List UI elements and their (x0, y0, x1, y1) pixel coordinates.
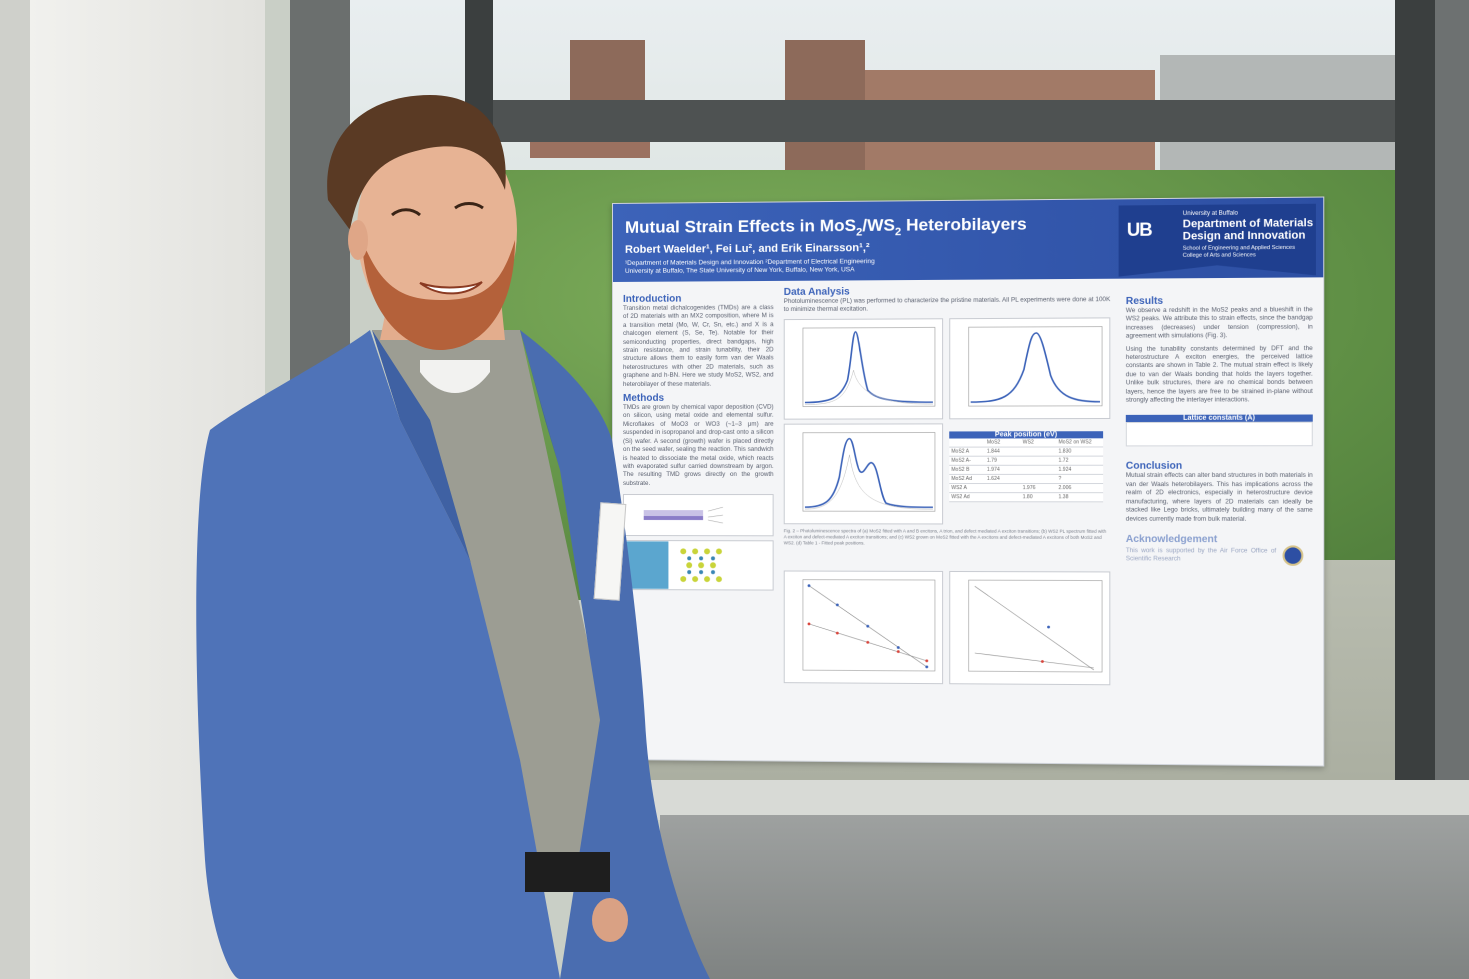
person-presenter (0, 0, 1469, 979)
person-figure (0, 0, 1469, 979)
photo-scene: Mutual Strain Effects in MoS2/WS2 Hetero… (0, 0, 1469, 979)
